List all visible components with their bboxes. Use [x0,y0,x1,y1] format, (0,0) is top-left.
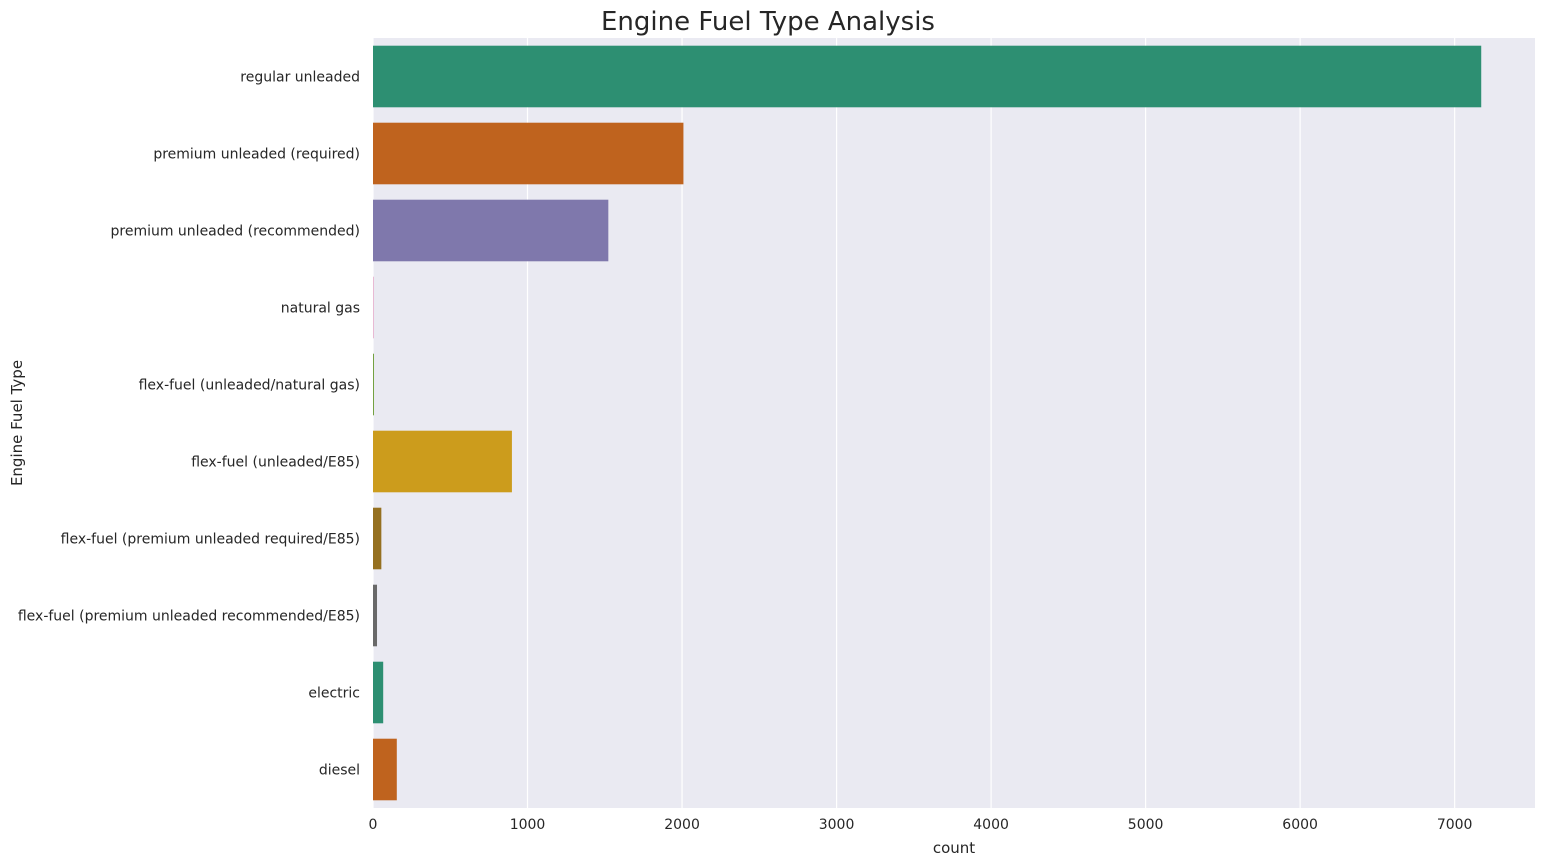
y-tick-label: electric [308,686,360,702]
x-tick-label: 1000 [510,817,546,833]
bar [373,45,1482,108]
y-tick-label: flex-fuel (premium unleaded recommended/… [18,609,360,625]
x-tick-label: 0 [369,817,378,833]
bar [373,430,512,493]
y-tick-label: flex-fuel (unleaded/natural gas) [139,378,360,394]
bar [373,738,397,801]
y-tick-label: premium unleaded (recommended) [111,224,361,240]
bars [373,45,1482,801]
chart-title: Engine Fuel Type Analysis [601,7,935,37]
y-tick-label: diesel [319,763,360,779]
y-tick-labels: regular unleaded premium unleaded (requir… [18,70,360,779]
y-tick-label: flex-fuel (premium unleaded required/E85… [61,532,360,548]
x-tick-label: 5000 [1128,817,1164,833]
bar [373,199,609,262]
bar [373,584,378,647]
x-tick-label: 4000 [973,817,1009,833]
y-tick-label: flex-fuel (unleaded/E85) [191,455,360,471]
bar [373,661,384,724]
x-tick-labels: 0 1000 2000 3000 4000 5000 6000 7000 [369,817,1473,833]
bar [373,507,382,570]
y-tick-label: premium unleaded (required) [153,147,360,163]
y-tick-label: regular unleaded [240,70,360,86]
bar [373,353,374,416]
x-tick-label: 3000 [819,817,855,833]
x-tick-label: 6000 [1282,817,1318,833]
bar [373,122,684,185]
y-tick-label: natural gas [281,301,360,317]
x-axis-label: count [933,839,975,857]
x-tick-label: 7000 [1437,817,1473,833]
y-axis-label: Engine Fuel Type [8,360,26,486]
x-tick-label: 2000 [664,817,700,833]
